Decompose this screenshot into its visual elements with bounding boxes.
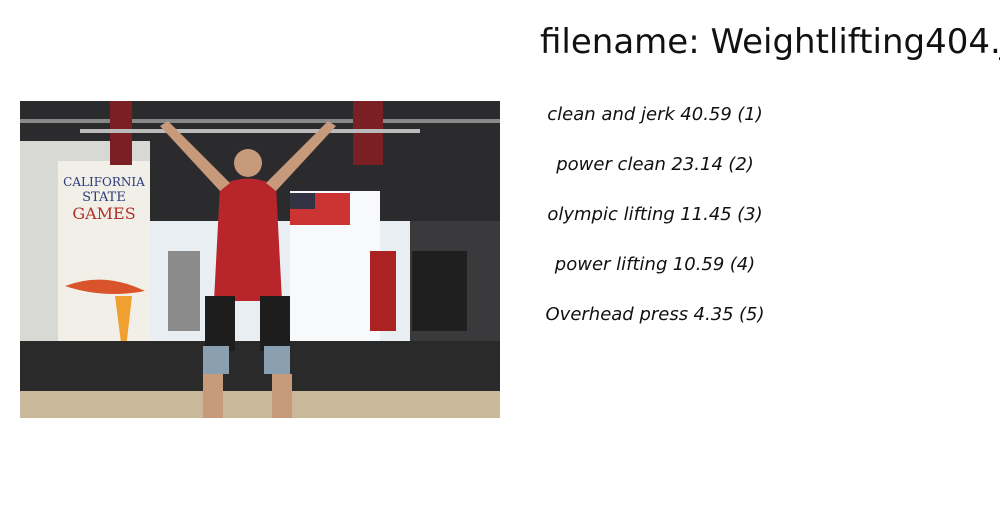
prediction-rank: (5) [738,304,765,325]
svg-text:STATE: STATE [82,190,126,205]
prediction-rank: (2) [728,154,754,175]
prediction: power clean 23.14 (2) [520,150,790,200]
prediction: Overhead press 4.35 (5) [520,300,790,350]
prediction-rank: (1) [737,104,763,125]
prediction: power lifting 10.59 (4) [520,250,790,300]
prediction-label: power lifting [554,254,668,275]
prediction-score: 4.35 [693,304,734,325]
prediction-rank: (3) [737,204,763,225]
prediction-label: Overhead press [545,304,689,325]
prediction-score: 23.14 [671,154,723,175]
prediction-label: power clean [556,154,666,175]
prediction-score: 10.59 [672,254,725,275]
prediction-label: clean and jerk [547,104,675,125]
prediction: clean and jerk 40.59 (1) [520,100,790,150]
svg-text:CALIFORNIA: CALIFORNIA [63,175,145,189]
filename-title: filename: Weightlifting404.JP [540,22,1000,62]
prediction-list: clean and jerk 40.59 (1) power clean 23.14 (2… [520,100,790,350]
prediction: olympic lifting 11.45 (3) [520,200,790,250]
prediction-score: 11.45 [680,204,732,225]
prediction-score: 40.59 [680,104,732,125]
prediction-rank: (4) [729,254,756,275]
svg-text:GAMES: GAMES [72,204,135,223]
photo: CALIFORNIA STATE GAMES [20,101,500,418]
prediction-label: olympic lifting [547,204,675,225]
